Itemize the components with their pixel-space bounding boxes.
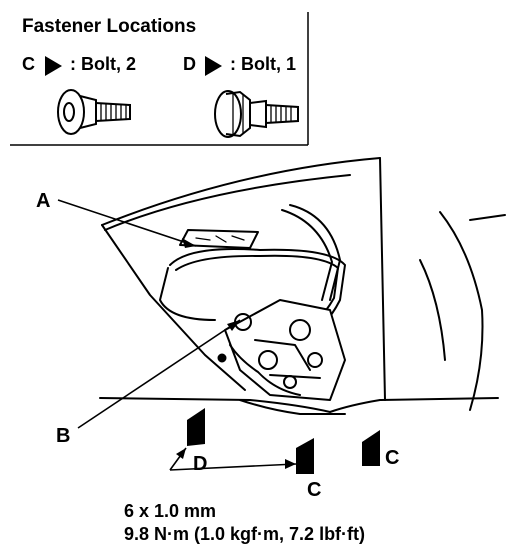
- callout-c-right: C: [385, 447, 399, 469]
- legend-title: Fastener Locations: [22, 16, 196, 37]
- trunk-latch-area-illustration: [99, 157, 506, 415]
- hex-flange-bolt-icon: [214, 90, 299, 138]
- leader-lines: [57, 199, 297, 471]
- bolt-c-marker-icon: [362, 430, 380, 466]
- callout-a: A: [36, 190, 50, 212]
- fastener-legend: Fastener Locations C : Bolt, 2 D : Bolt,…: [10, 12, 309, 146]
- bolt-size-spec: 6 x 1.0 mm: [124, 501, 216, 521]
- leader-arrowheads: [176, 238, 296, 469]
- callout-b: B: [56, 425, 70, 447]
- callout-c-lower: C: [307, 479, 321, 501]
- flange-bolt-icon: [57, 89, 131, 135]
- legend-c-letter: C: [22, 54, 35, 74]
- legend-c-arrow-icon: [45, 56, 62, 76]
- bolt-c-marker-icon: [296, 438, 314, 474]
- callout-d: D: [193, 453, 207, 475]
- legend-d-letter: D: [183, 54, 196, 74]
- bolt-d-marker-icon: [187, 408, 205, 446]
- torque-spec: 9.8 N·m (1.0 kgf·m, 7.2 lbf·ft): [124, 524, 365, 544]
- legend-d-text: : Bolt, 1: [230, 54, 296, 74]
- callout-markers: [187, 408, 380, 474]
- legend-d-arrow-icon: [205, 56, 222, 76]
- legend-c-text: : Bolt, 2: [70, 54, 136, 74]
